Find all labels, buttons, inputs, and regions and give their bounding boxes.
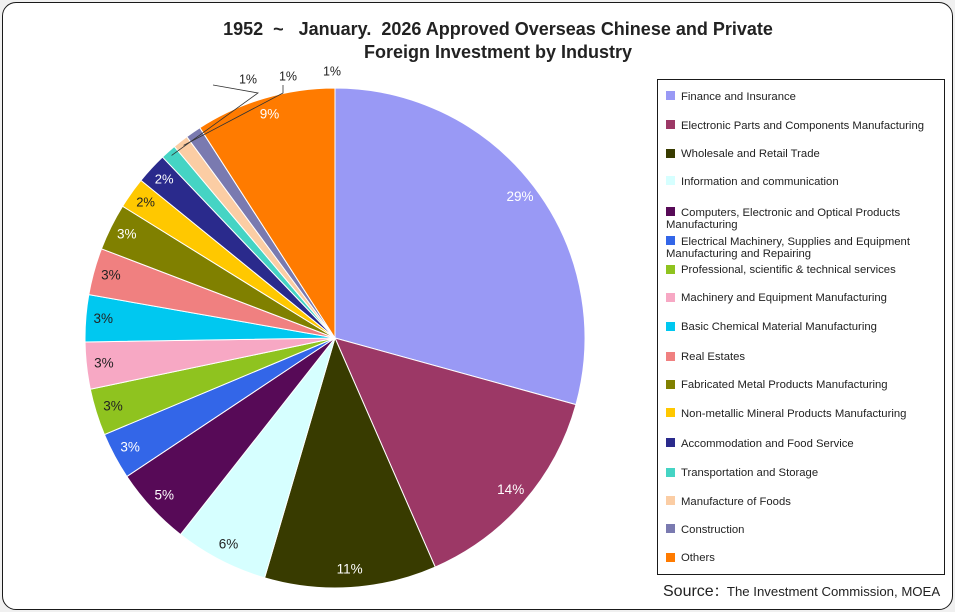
svg-text:1%: 1%: [239, 72, 257, 86]
svg-text:1%: 1%: [323, 64, 341, 78]
svg-text:3%: 3%: [93, 311, 113, 326]
svg-text:2%: 2%: [155, 172, 174, 187]
svg-text:11%: 11%: [337, 562, 363, 577]
svg-text:6%: 6%: [219, 536, 239, 551]
svg-text:3%: 3%: [120, 439, 140, 454]
svg-text:14%: 14%: [497, 482, 524, 497]
svg-text:3%: 3%: [101, 268, 121, 283]
svg-text:3%: 3%: [103, 399, 123, 414]
svg-text:9%: 9%: [260, 106, 280, 121]
svg-text:29%: 29%: [506, 189, 533, 204]
svg-text:3%: 3%: [94, 355, 114, 370]
svg-text:1%: 1%: [279, 69, 297, 83]
svg-text:3%: 3%: [117, 226, 137, 241]
svg-text:2%: 2%: [136, 195, 155, 210]
svg-text:5%: 5%: [154, 487, 174, 502]
